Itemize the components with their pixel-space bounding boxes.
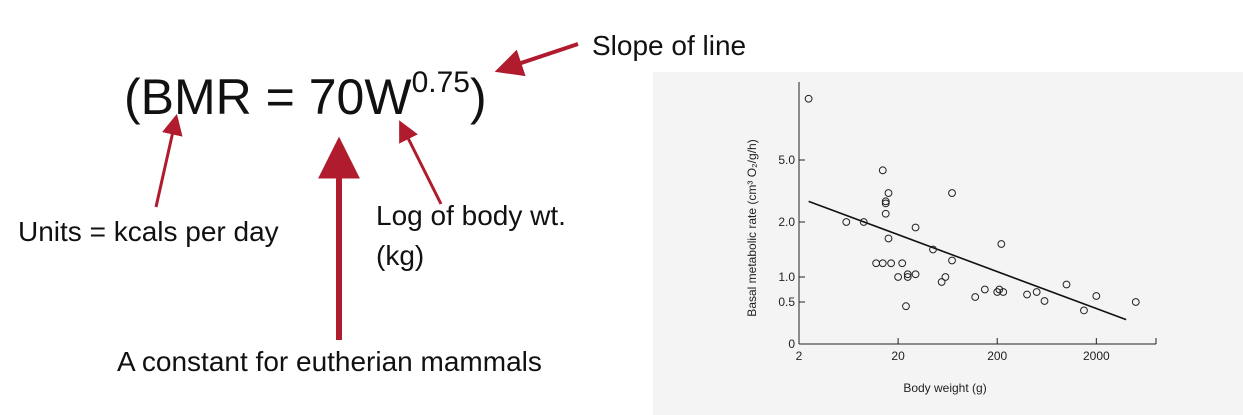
data-point (1131, 298, 1140, 306)
chart-axes (798, 82, 1156, 345)
data-point (884, 189, 893, 197)
data-point (894, 273, 903, 281)
data-point (911, 270, 920, 279)
data-point (971, 293, 980, 301)
data-point (903, 273, 912, 281)
data-point (995, 285, 1004, 294)
y-tick-label: 5.0 (778, 153, 795, 167)
regression-line (808, 200, 1127, 321)
constant-label: A constant for eutherian mammals (117, 346, 542, 377)
bmr-formula: (BMR = 70W0.75) (124, 66, 487, 125)
chart-points (804, 94, 1140, 315)
data-point (903, 270, 912, 279)
data-point (884, 234, 893, 243)
log-label-line2: (kg) (376, 240, 425, 271)
data-point (881, 197, 890, 206)
chart-panel (653, 72, 1243, 415)
data-point (859, 218, 868, 226)
data-point (1080, 306, 1088, 315)
data-point (1062, 280, 1071, 289)
x-tick-label: 200 (987, 349, 1007, 363)
log-body-weight-label: Log of body wt. (kg) (376, 196, 566, 276)
data-point (1032, 288, 1041, 296)
y-tick-label: 2.0 (778, 215, 795, 229)
y-tick-label: 0 (788, 337, 795, 351)
data-point (993, 288, 1002, 296)
units-label: Units = kcals per day (18, 216, 279, 247)
data-point (872, 259, 881, 268)
x-tick-label: 20 (891, 349, 905, 363)
log-label-line1: Log of body wt. (376, 200, 566, 231)
data-point (948, 256, 956, 265)
units-arrow (154, 113, 183, 208)
data-point (999, 288, 1008, 296)
x-tick-label: 2000 (1083, 349, 1110, 363)
data-point (804, 94, 813, 103)
data-point (881, 209, 890, 218)
data-point (881, 199, 890, 208)
data-point (1092, 292, 1101, 300)
data-point (997, 240, 1006, 248)
data-point (929, 245, 937, 254)
y-axis-title: Basal metabolic rate (cm³ O₂/g/h) (745, 139, 759, 316)
x-tick-label: 2 (796, 349, 803, 363)
data-point (1040, 297, 1049, 305)
data-point (941, 273, 950, 281)
x-axis-title: Body weight (g) (903, 381, 986, 395)
formula-prefix: (BMR = 70W (124, 69, 412, 125)
data-point (878, 259, 887, 268)
formula-exponent: 0.75 (411, 66, 470, 99)
data-point (1023, 290, 1031, 299)
data-point (842, 218, 851, 226)
formula-suffix: ) (469, 69, 487, 125)
data-point (948, 189, 956, 197)
data-point (887, 259, 896, 268)
y-tick-label: 0.5 (778, 295, 795, 309)
data-point (980, 285, 989, 294)
data-point (878, 166, 887, 175)
y-tick-label: 1.0 (778, 270, 795, 284)
data-point (911, 223, 920, 232)
data-point (898, 259, 907, 268)
slope-arrow (494, 42, 579, 77)
chart-ticks: 2 20 200 2000 0 0.5 1.0 2.0 5.0 (778, 153, 1157, 363)
slope-label: Slope of line (592, 30, 747, 61)
data-point (937, 278, 946, 286)
log-arrow (399, 120, 443, 205)
data-point (902, 302, 910, 311)
